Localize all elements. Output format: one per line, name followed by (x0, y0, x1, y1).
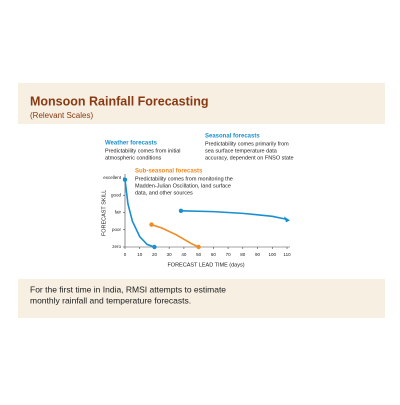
footer-text: monthly rainfall and temperature forecas… (30, 295, 191, 305)
y-tick-label: zero (112, 244, 121, 249)
start-dot (149, 222, 154, 227)
y-axis-label: FORECAST SKILL (101, 190, 107, 236)
x-tick-label: 20 (152, 252, 158, 257)
y-tick-label: poor (112, 227, 122, 232)
annotation-text: sea surface temperature data (205, 148, 278, 154)
x-tick-label: 30 (167, 252, 173, 257)
chart-title: Monsoon Rainfall Forecasting (30, 94, 209, 108)
start-dot (178, 208, 184, 213)
x-tick-label: 70 (226, 252, 232, 257)
x-tick-label: 60 (211, 252, 217, 257)
annotation-title: Weather forecasts (105, 141, 158, 147)
series-line (180, 209, 288, 221)
series-line (151, 223, 199, 248)
arrow-head (284, 216, 290, 223)
x-axis-label: FORECAST LEAD TIME (days) (167, 262, 244, 268)
chart-subtitle: (Relevant Scales) (30, 111, 93, 120)
y-tick-label: good (111, 192, 122, 197)
end-dot (152, 244, 157, 250)
annotation-title: Seasonal forecasts (205, 134, 260, 140)
end-dot (196, 244, 201, 250)
start-dot (122, 177, 128, 182)
x-tick-label: 100 (269, 252, 277, 257)
y-tick-label: fair (115, 210, 122, 215)
x-tick-label: 10 (137, 252, 143, 257)
annotation-text: atmospheric conditions (105, 155, 162, 161)
x-tick-label: 110 (283, 252, 291, 257)
annotation-title: Sub-seasonal forecasts (135, 169, 203, 175)
x-tick-label: 50 (196, 252, 202, 257)
annotation-text: data, and other sources (135, 190, 193, 196)
annotation-text: accuracy, dependent on FNSO state (205, 155, 294, 161)
x-tick-label: 90 (255, 252, 261, 257)
footer-text: For the first time in India, RMSI attemp… (30, 284, 226, 294)
x-tick-label: 0 (124, 252, 127, 257)
x-tick-label: 80 (240, 252, 246, 257)
annotation-text: Madden-Julian Oscillation, land surface (135, 183, 231, 189)
x-tick-label: 40 (181, 252, 187, 257)
y-tick-label: excellent (103, 175, 122, 180)
chart-area (18, 124, 385, 279)
annotation-text: Predictability comes from initial (105, 148, 181, 154)
series-line (124, 179, 155, 248)
annotation-text: Predictability comes from monitoring the (135, 176, 233, 182)
annotation-text: Predictability comes primarily from (205, 141, 289, 147)
